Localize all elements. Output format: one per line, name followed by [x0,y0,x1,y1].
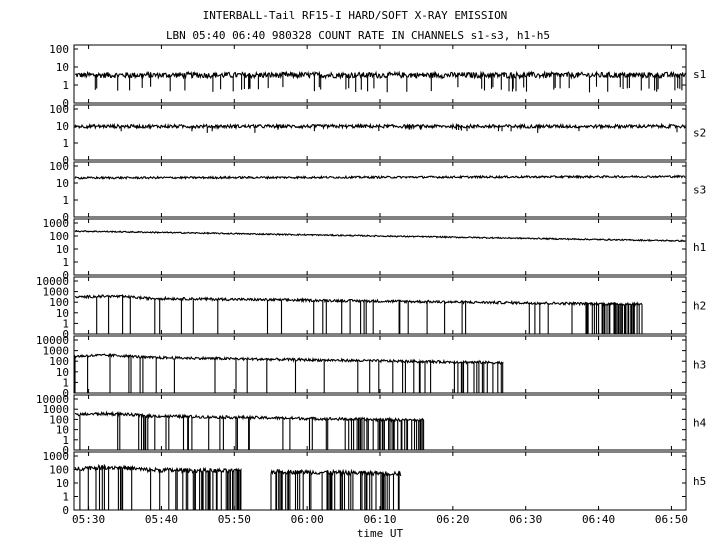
channel-label-h4: h4 [693,417,707,430]
channel-label-h5: h5 [693,475,706,488]
panel-frame [73,335,687,394]
x-tick-label: 05:50 [218,513,251,526]
trace-h1 [74,229,686,243]
y-tick-label: 1 [62,137,69,150]
y-tick-label: 100 [49,355,69,368]
y-tick-label: 10 [56,243,69,256]
y-tick-label: 10 [56,61,69,74]
x-tick-label: 06:50 [655,513,688,526]
channel-label-h1: h1 [693,241,706,254]
x-tick-label: 06:40 [582,513,615,526]
trace-s3 [74,174,686,181]
y-tick-label: 1 [62,491,69,504]
y-tick-label: 10 [56,120,69,133]
trace-h4 [74,410,425,450]
y-tick-label: 10000 [36,275,69,288]
y-tick-label: 1 [62,256,69,269]
y-tick-label: 100 [49,296,69,309]
y-tick-label: 100 [49,43,69,56]
y-tick-label: 0 [62,328,69,341]
y-tick-label: 100 [49,464,69,477]
x-tick-label: 06:30 [509,513,542,526]
y-tick-label: 1 [62,194,69,207]
chart-title: INTERBALL-Tail RF15-I HARD/SOFT X-RAY EM… [203,9,508,22]
trace-h5 [270,468,402,510]
panel-frame [73,451,687,511]
x-tick-label: 06:20 [436,513,469,526]
y-tick-label: 1 [62,376,69,389]
y-tick-label: 0 [62,97,69,110]
y-tick-label: 100 [49,103,69,116]
y-tick-label: 0 [62,504,69,517]
x-axis-label: time UT [357,527,404,540]
panels: 0110100s10110100s20110100s301101001000h1… [36,43,707,517]
channel-label-h2: h2 [693,300,706,313]
y-tick-label: 10000 [36,393,69,406]
y-tick-label: 100 [49,413,69,426]
y-tick-label: 100 [49,160,69,173]
y-tick-label: 10 [56,307,69,320]
y-tick-label: 10000 [36,334,69,347]
y-tick-label: 0 [62,269,69,282]
panel-s3: 0 1 10 100 s3 [49,160,706,224]
panel-s1: 0 1 10 100 s1 [49,43,706,110]
y-tick-label: 0 [62,444,69,457]
panel-frame [73,104,687,161]
x-tick-label: 05:30 [72,513,105,526]
y-tick-label: 10 [56,366,69,379]
x-tick-label: 05:40 [145,513,178,526]
panel-frame [73,161,687,218]
y-tick-label: 1000 [43,217,70,230]
y-tick-label: 1000 [43,286,70,299]
trace-h2 [74,293,643,334]
y-tick-label: 0 [62,387,69,400]
y-tick-label: 0 [62,154,69,167]
channel-label-s3: s3 [693,184,706,197]
chart-subtitle: LBN 05:40 06:40 980328 COUNT RATE IN CHA… [166,29,550,42]
y-tick-label: 10 [56,424,69,437]
x-axis: 05:30 05:40 05:50 06:00 06:10 06:20 06:30 06:40… [72,513,688,526]
y-tick-label: 0 [62,211,69,224]
panel-s2: 0 1 10 100 s2 [49,103,706,167]
channel-label-h3: h3 [693,359,706,372]
y-tick-label: 1 [62,79,69,92]
y-tick-label: 10 [56,477,69,490]
trace-h5 [74,463,242,510]
y-tick-label: 10 [56,177,69,190]
channel-label-s2: s2 [693,127,706,140]
y-tick-label: 1 [62,317,69,330]
channel-label-s1: s1 [693,68,706,81]
y-tick-label: 1 [62,434,69,447]
x-tick-label: 06:10 [363,513,396,526]
y-tick-label: 100 [49,230,69,243]
trace-h3 [74,353,504,393]
y-tick-label: 1000 [43,450,70,463]
y-tick-label: 1000 [43,403,70,416]
trace-s2 [74,122,686,133]
panel-frame [73,218,687,276]
x-tick-label: 06:00 [291,513,324,526]
trace-s1 [74,70,686,93]
y-tick-label: 1000 [43,345,70,358]
